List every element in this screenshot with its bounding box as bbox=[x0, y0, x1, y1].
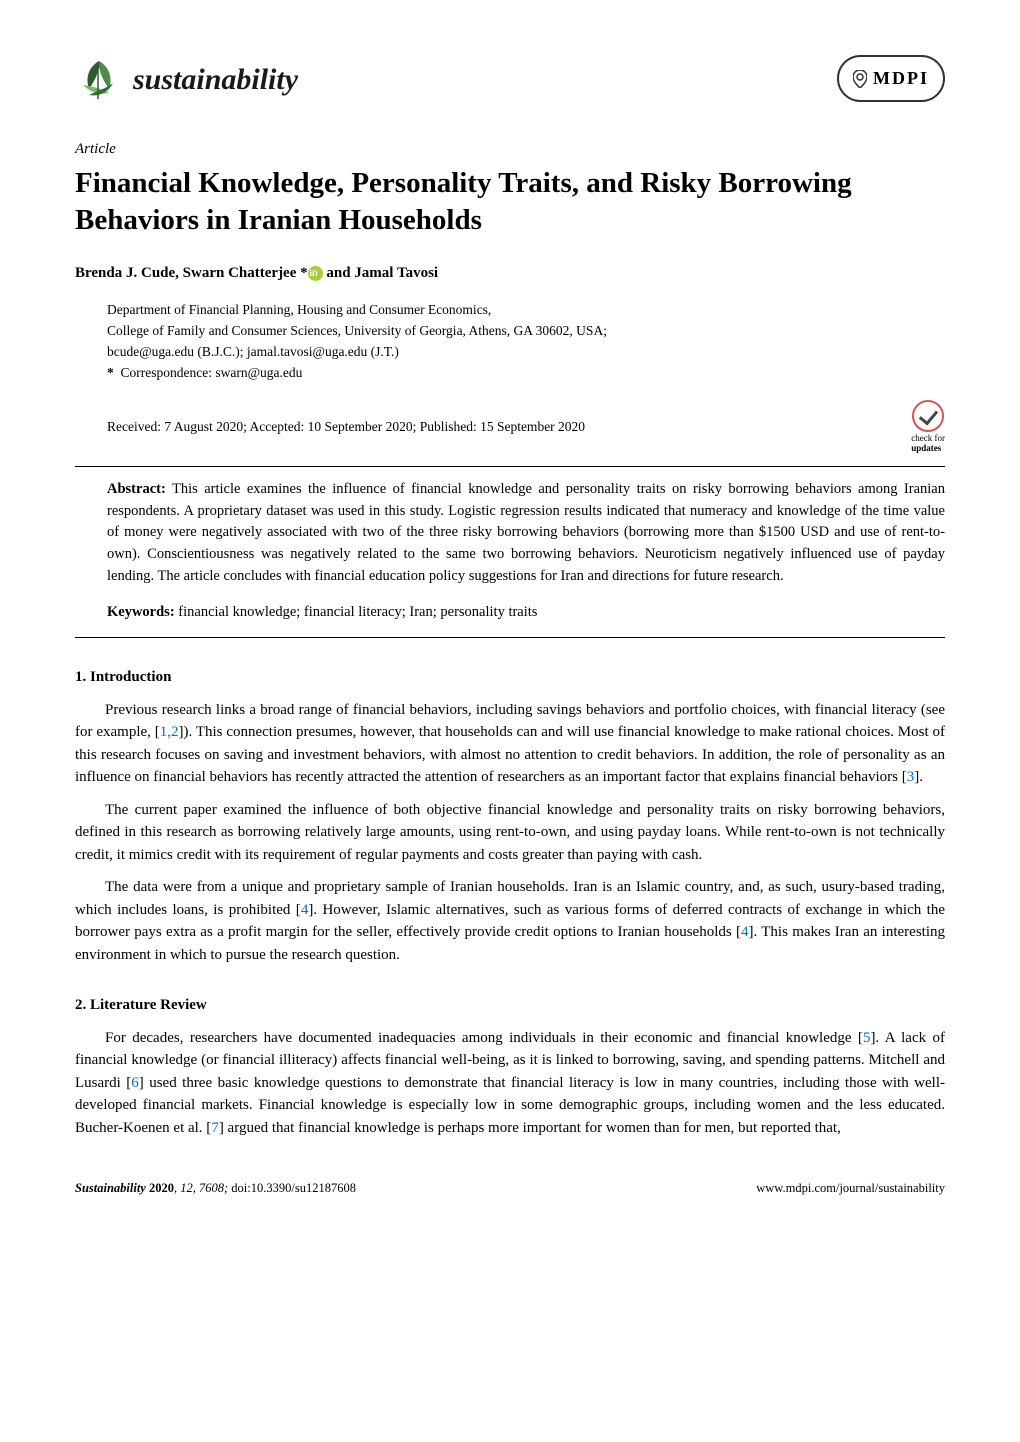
ref-link[interactable]: 7 bbox=[211, 1120, 219, 1136]
journal-name: sustainability bbox=[133, 57, 298, 102]
keywords: Keywords: financial knowledge; financial… bbox=[75, 602, 945, 624]
author-group-1: Brenda J. Cude, Swarn Chatterjee * bbox=[75, 265, 308, 281]
affiliation-block: Department of Financial Planning, Housin… bbox=[75, 300, 945, 384]
leaf-icon bbox=[75, 55, 123, 103]
article-type: Article bbox=[75, 138, 945, 161]
dates-row: Received: 7 August 2020; Accepted: 10 Se… bbox=[75, 400, 945, 454]
keywords-text: financial knowledge; financial literacy;… bbox=[178, 604, 537, 620]
footer-citation: Sustainability 2020, 12, 7608; doi:10.33… bbox=[75, 1179, 356, 1198]
ref-link[interactable]: 3 bbox=[907, 769, 915, 785]
affiliation-line: bcude@uga.edu (B.J.C.); jamal.tavosi@uga… bbox=[107, 342, 945, 363]
mdpi-pin-icon bbox=[853, 70, 867, 88]
ref-link[interactable]: 1,2 bbox=[160, 724, 179, 740]
footer-doi: doi:10.3390/su12187608 bbox=[231, 1181, 356, 1195]
affiliation-line: Department of Financial Planning, Housin… bbox=[107, 300, 945, 321]
ref-link[interactable]: 4 bbox=[741, 924, 749, 940]
check-updates-l1: check for bbox=[911, 433, 945, 443]
paragraph: Previous research links a broad range of… bbox=[75, 699, 945, 789]
footer-url[interactable]: www.mdpi.com/journal/sustainability bbox=[756, 1179, 945, 1198]
journal-logo: sustainability bbox=[75, 55, 298, 103]
paragraph: The data were from a unique and propriet… bbox=[75, 876, 945, 966]
author-group-2: and Jamal Tavosi bbox=[323, 265, 438, 281]
check-updates-text: check for updates bbox=[911, 434, 945, 454]
section-heading-1: 1. Introduction bbox=[75, 666, 945, 689]
paragraph: The current paper examined the influence… bbox=[75, 799, 945, 867]
check-updates-l2: updates bbox=[911, 443, 941, 453]
abstract-label: Abstract: bbox=[107, 481, 166, 497]
affiliation-line: College of Family and Consumer Sciences,… bbox=[107, 321, 945, 342]
check-updates-badge[interactable]: check for updates bbox=[911, 400, 945, 454]
publisher-name: MDPI bbox=[873, 65, 929, 92]
divider bbox=[75, 466, 945, 467]
section-heading-2: 2. Literature Review bbox=[75, 994, 945, 1017]
pub-dates: Received: 7 August 2020; Accepted: 10 Se… bbox=[107, 417, 585, 437]
correspondence-line: * Correspondence: swarn@uga.edu bbox=[107, 363, 945, 384]
keywords-label: Keywords: bbox=[107, 604, 175, 620]
orcid-icon[interactable] bbox=[308, 266, 323, 281]
check-updates-icon bbox=[912, 400, 944, 432]
footer-vol: , 12, 7608; bbox=[174, 1181, 231, 1195]
page-footer: Sustainability 2020, 12, 7608; doi:10.33… bbox=[75, 1179, 945, 1198]
page-header: sustainability MDPI bbox=[75, 55, 945, 103]
footer-journal: Sustainability bbox=[75, 1181, 146, 1195]
authors: Brenda J. Cude, Swarn Chatterjee * and J… bbox=[75, 262, 945, 285]
corr-asterisk: * bbox=[107, 365, 114, 380]
corr-text: Correspondence: swarn@uga.edu bbox=[121, 365, 303, 380]
mdpi-logo: MDPI bbox=[837, 55, 945, 102]
paragraph: For decades, researchers have documented… bbox=[75, 1027, 945, 1140]
footer-year: 2020 bbox=[149, 1181, 174, 1195]
article-title: Financial Knowledge, Personality Traits,… bbox=[75, 165, 945, 240]
ref-link[interactable]: 5 bbox=[863, 1030, 871, 1046]
ref-link[interactable]: 6 bbox=[131, 1075, 139, 1091]
ref-link[interactable]: 4 bbox=[301, 902, 309, 918]
abstract-text: This article examines the influence of f… bbox=[107, 481, 945, 584]
divider bbox=[75, 637, 945, 638]
abstract: Abstract: This article examines the infl… bbox=[75, 479, 945, 588]
